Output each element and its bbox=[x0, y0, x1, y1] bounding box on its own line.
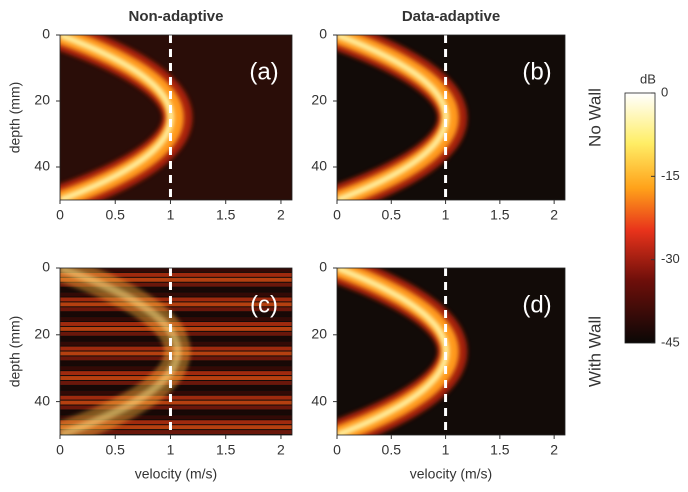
y-tick-label: 20 bbox=[34, 326, 50, 342]
x-tick-label: 1.5 bbox=[490, 207, 510, 223]
y-tick-label: 40 bbox=[34, 392, 50, 408]
clutter-band bbox=[60, 390, 292, 395]
panel-label: (d) bbox=[522, 291, 551, 318]
clutter-band bbox=[60, 400, 292, 405]
y-tick-label: 0 bbox=[319, 26, 327, 42]
colorbar-tick-label: 0 bbox=[661, 84, 668, 99]
y-tick-label: 40 bbox=[311, 158, 327, 174]
row-label: No Wall bbox=[585, 88, 604, 147]
x-axis-label: velocity (m/s) bbox=[135, 466, 217, 482]
axes-frame bbox=[59, 34, 293, 201]
x-tick-label: 0 bbox=[56, 442, 64, 458]
y-tick-label: 20 bbox=[311, 326, 327, 342]
clutter-band bbox=[60, 307, 292, 312]
axes-frame bbox=[59, 267, 293, 436]
x-tick-label: 1 bbox=[442, 207, 450, 223]
x-tick-label: 1 bbox=[167, 207, 175, 223]
x-tick-label: 2 bbox=[277, 442, 285, 458]
y-axis-label: depth (mm) bbox=[7, 316, 23, 388]
x-tick-label: 2 bbox=[277, 207, 285, 223]
clutter-band bbox=[60, 312, 292, 317]
clutter-band bbox=[60, 268, 292, 272]
colorbar-tick-label: -45 bbox=[661, 334, 680, 349]
clutter-band bbox=[60, 292, 292, 297]
colorbar-tick-label: -30 bbox=[661, 251, 680, 266]
clutter-band bbox=[60, 277, 292, 282]
clutter-band bbox=[60, 287, 292, 292]
x-tick-label: 0 bbox=[333, 442, 341, 458]
y-tick-label: 20 bbox=[34, 92, 50, 108]
column-title: Non-adaptive bbox=[128, 8, 223, 25]
clutter-band bbox=[60, 395, 292, 400]
heatmap-image bbox=[337, 35, 468, 200]
panel-label: (a) bbox=[249, 58, 278, 85]
clutter-band bbox=[60, 272, 292, 277]
y-tick-label: 0 bbox=[42, 26, 50, 42]
clutter-band bbox=[60, 425, 292, 430]
axes-frame bbox=[336, 34, 566, 201]
clutter-band bbox=[60, 405, 292, 410]
x-axis-label: velocity (m/s) bbox=[410, 466, 492, 482]
x-tick-label: 0 bbox=[56, 207, 64, 223]
x-tick-label: 0 bbox=[333, 207, 341, 223]
x-tick-label: 2 bbox=[550, 207, 558, 223]
clutter-band bbox=[60, 420, 292, 425]
colorbar-label: dB bbox=[640, 71, 656, 86]
heatmap-image bbox=[60, 35, 292, 200]
clutter-band bbox=[60, 282, 292, 287]
x-tick-label: 0.5 bbox=[382, 207, 402, 223]
x-tick-label: 0.5 bbox=[106, 207, 126, 223]
panel-label: (c) bbox=[250, 291, 278, 318]
clutter-band bbox=[60, 302, 292, 307]
y-tick-label: 40 bbox=[34, 158, 50, 174]
flow-profile-core bbox=[60, 35, 175, 200]
flow-profile-core bbox=[337, 268, 450, 435]
x-tick-label: 0.5 bbox=[382, 442, 402, 458]
x-tick-label: 0.5 bbox=[106, 442, 126, 458]
clutter-band bbox=[60, 385, 292, 390]
heatmap-image bbox=[60, 268, 292, 435]
row-label: With Wall bbox=[585, 316, 604, 387]
y-tick-label: 20 bbox=[311, 92, 327, 108]
y-axis-label: depth (mm) bbox=[7, 82, 23, 154]
axes-frame bbox=[336, 267, 566, 436]
x-tick-label: 1.5 bbox=[216, 207, 236, 223]
x-tick-label: 1 bbox=[442, 442, 450, 458]
y-tick-label: 0 bbox=[42, 259, 50, 275]
clutter-band bbox=[60, 410, 292, 415]
x-tick-label: 1.5 bbox=[216, 442, 236, 458]
clutter-band bbox=[60, 415, 292, 420]
clutter-band bbox=[60, 297, 292, 302]
heatmap-image bbox=[337, 268, 468, 435]
panel-label: (b) bbox=[522, 58, 551, 85]
clutter-band bbox=[60, 430, 292, 435]
flow-profile-core bbox=[60, 268, 182, 435]
flow-profile-core bbox=[337, 35, 450, 200]
colorbar-tick-label: -15 bbox=[661, 168, 680, 183]
x-tick-label: 1.5 bbox=[490, 442, 510, 458]
y-tick-label: 0 bbox=[319, 259, 327, 275]
x-tick-label: 1 bbox=[167, 442, 175, 458]
x-tick-label: 2 bbox=[550, 442, 558, 458]
colorbar bbox=[624, 92, 656, 344]
y-tick-label: 40 bbox=[311, 392, 327, 408]
column-title: Data-adaptive bbox=[402, 8, 500, 25]
